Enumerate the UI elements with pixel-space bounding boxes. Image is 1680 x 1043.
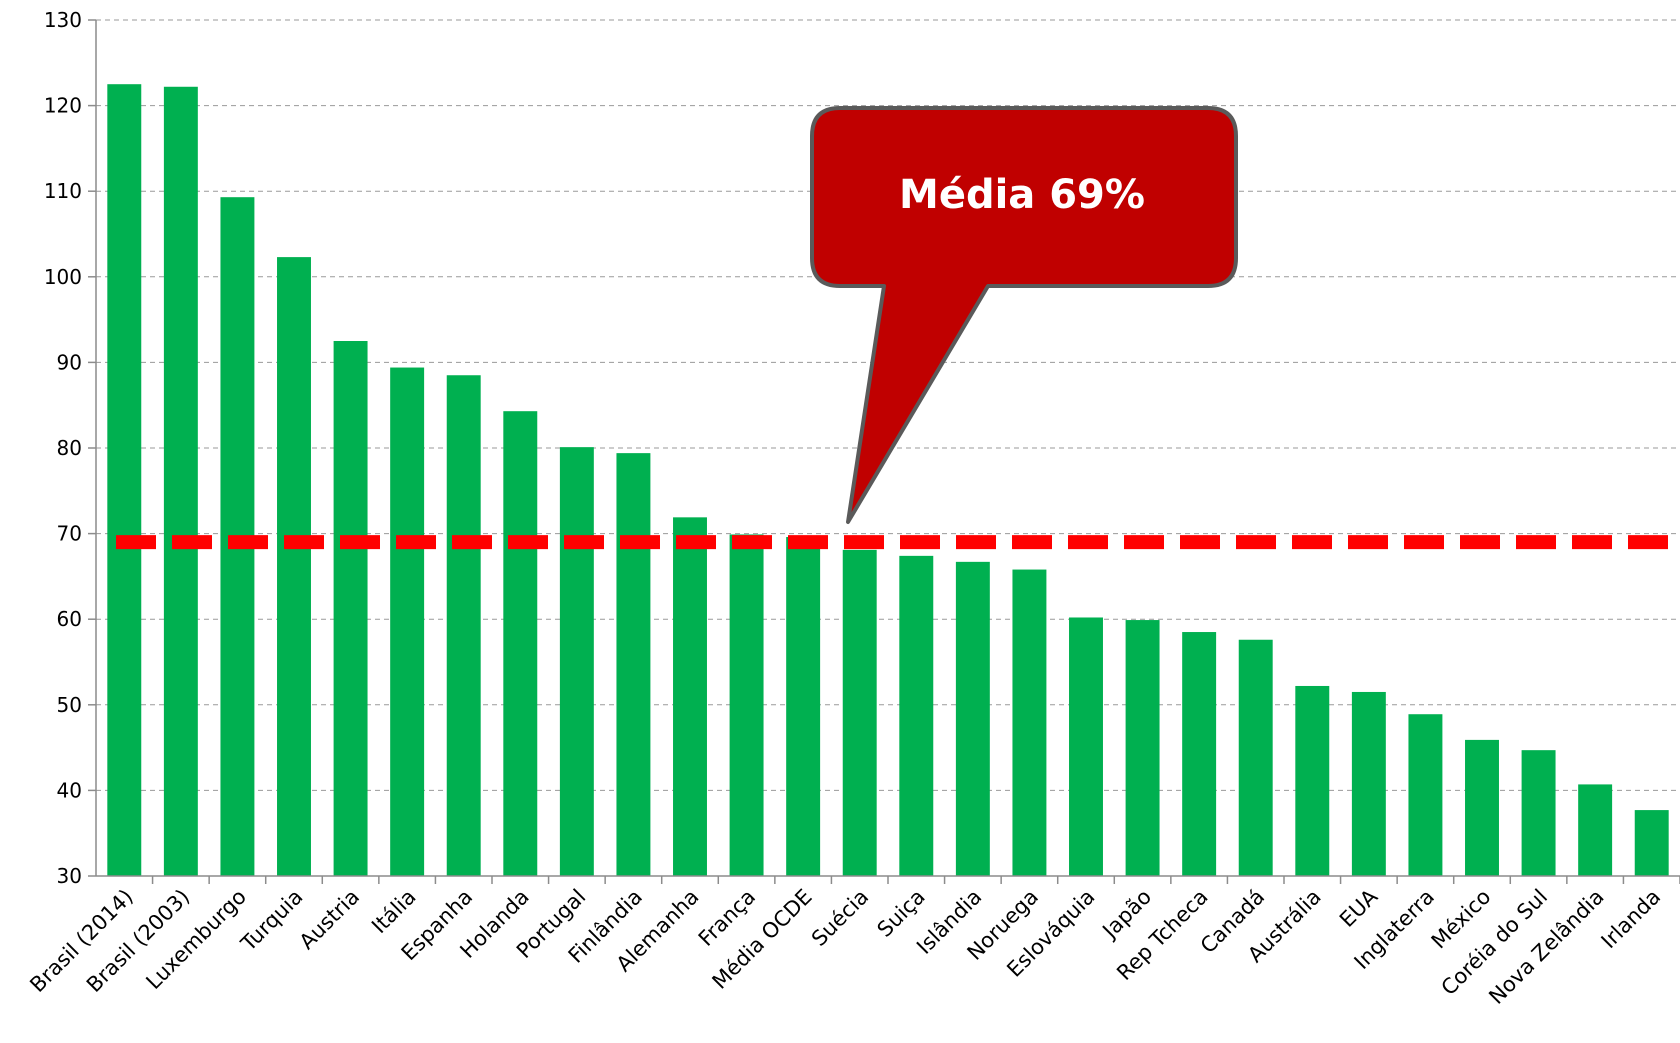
bar [899,555,934,876]
bar [842,549,877,876]
bar [1634,810,1669,876]
axes [88,19,1680,884]
y-tick-label: 110 [44,179,82,203]
bar [955,561,990,876]
x-category-label: EUA [1335,884,1383,932]
x-category-label: Austria [295,885,364,954]
bar [1295,685,1330,876]
callout-text: Média 69% [899,172,1145,218]
bar [333,341,368,876]
bars [107,84,1669,876]
bar [1408,714,1443,876]
bar [390,367,425,876]
y-tick-label: 30 [57,864,82,888]
x-category-label: Turquia [236,885,308,957]
y-tick-label: 120 [44,94,82,118]
bar [1351,691,1386,876]
y-tick-label: 80 [57,436,82,460]
bar [1125,620,1160,876]
x-category-label: Luxemburgo [141,885,251,995]
bar [1182,632,1217,876]
bar [729,534,764,876]
bar [673,517,707,876]
y-tick-label: 70 [57,522,82,546]
bar [503,411,538,876]
bar [446,375,481,876]
x-category-label: Suécia [807,885,873,951]
callout-bubble [810,106,1238,524]
bar [163,86,198,876]
y-tick-label: 90 [57,350,82,374]
y-tick-label: 40 [57,778,82,802]
bar [616,453,651,876]
x-category-label: Itália [367,885,421,939]
y-tick-label: 130 [44,8,82,32]
y-tick-label: 100 [44,265,82,289]
x-category-label: Média OCDE [708,885,817,994]
bar [1012,569,1047,876]
x-category-label: Irlanda [1597,885,1666,954]
y-tick-labels: 30 40 50 60 70 80 90 100 110 120 130 [44,8,82,888]
y-tick-label: 60 [57,607,82,631]
average-callout: Média 69% [810,106,1238,524]
bar [786,537,821,876]
bar [1238,639,1273,876]
x-category-labels: Brasil (2014)Brasil (2003)LuxemburgoTurq… [25,884,1665,1009]
bar [1465,739,1499,876]
bar [1521,750,1556,876]
y-tick-label: 50 [57,693,82,717]
bar [1578,784,1613,876]
bar [107,84,142,876]
bar [277,257,311,876]
bar [1069,617,1103,876]
bar [559,447,594,876]
